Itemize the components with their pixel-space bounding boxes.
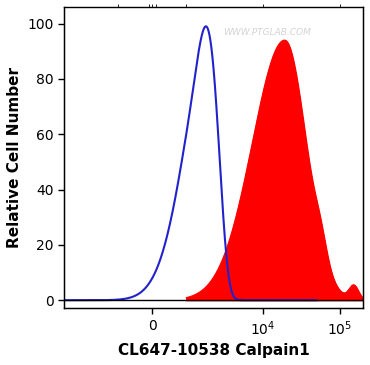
Y-axis label: Relative Cell Number: Relative Cell Number [7,67,22,248]
Text: WWW.PTGLAB.COM: WWW.PTGLAB.COM [223,28,312,37]
X-axis label: CL647-10538 Calpain1: CL647-10538 Calpain1 [118,343,310,358]
